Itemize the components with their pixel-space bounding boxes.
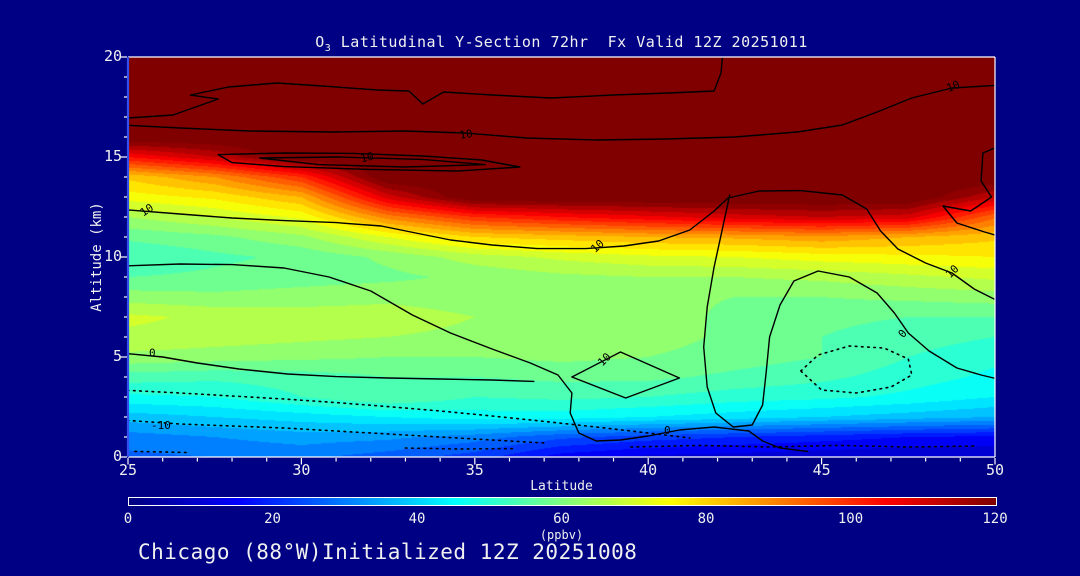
- title-text: Latitudinal Y-Section 72hr Fx Valid 12Z …: [331, 33, 808, 51]
- contour-fill-canvas: [128, 57, 995, 457]
- title-species: O: [315, 33, 325, 51]
- x-tick-label: 30: [292, 461, 311, 479]
- footer-init-text: Chicago (88°W)Initialized 12Z 20251008: [138, 540, 638, 564]
- x-tick-label: 50: [985, 461, 1005, 479]
- x-axis-label: Latitude: [530, 479, 593, 494]
- colorbar-tick-label: 40: [408, 511, 426, 527]
- plot-title: O3 Latitudinal Y-Section 72hr Fx Valid 1…: [128, 33, 995, 54]
- y-tick-label: 5: [112, 347, 122, 365]
- y-tick-label: 0: [112, 447, 122, 465]
- y-tick-label: 20: [103, 47, 122, 65]
- colorbar-tick-label: 60: [553, 511, 570, 527]
- x-tick-label: 45: [812, 461, 831, 479]
- y-tick-label: 15: [103, 147, 122, 165]
- title-species-subscript: 3: [324, 43, 332, 54]
- x-tick-label: 40: [639, 461, 658, 479]
- colorbar-units-label: (ppbv): [539, 528, 584, 542]
- colorbar-tick-label: 80: [697, 511, 715, 527]
- colorbar-tick-label: 120: [982, 511, 1008, 527]
- colorbar-tick-label: 0: [123, 511, 133, 527]
- x-tick-label: 35: [465, 461, 484, 479]
- y-tick-label: 10: [103, 247, 122, 265]
- colorbar-tick-label: 100: [837, 511, 864, 527]
- colorbar-tick-label: 20: [264, 511, 281, 527]
- x-tick-label: 25: [118, 461, 138, 479]
- colorbar: [128, 497, 997, 506]
